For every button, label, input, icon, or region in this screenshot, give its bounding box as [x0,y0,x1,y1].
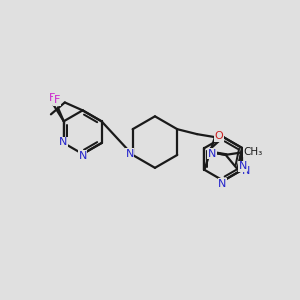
Text: N: N [218,179,226,189]
Text: N: N [208,149,216,159]
Text: N: N [125,149,134,159]
Text: N: N [242,166,250,176]
Text: F: F [49,94,55,103]
Text: CH₃: CH₃ [244,147,263,157]
Text: N: N [58,137,67,147]
Text: N: N [238,161,247,171]
Text: O: O [214,131,223,141]
Text: F: F [54,95,60,106]
Text: O: O [214,131,223,141]
Text: N: N [78,151,87,161]
